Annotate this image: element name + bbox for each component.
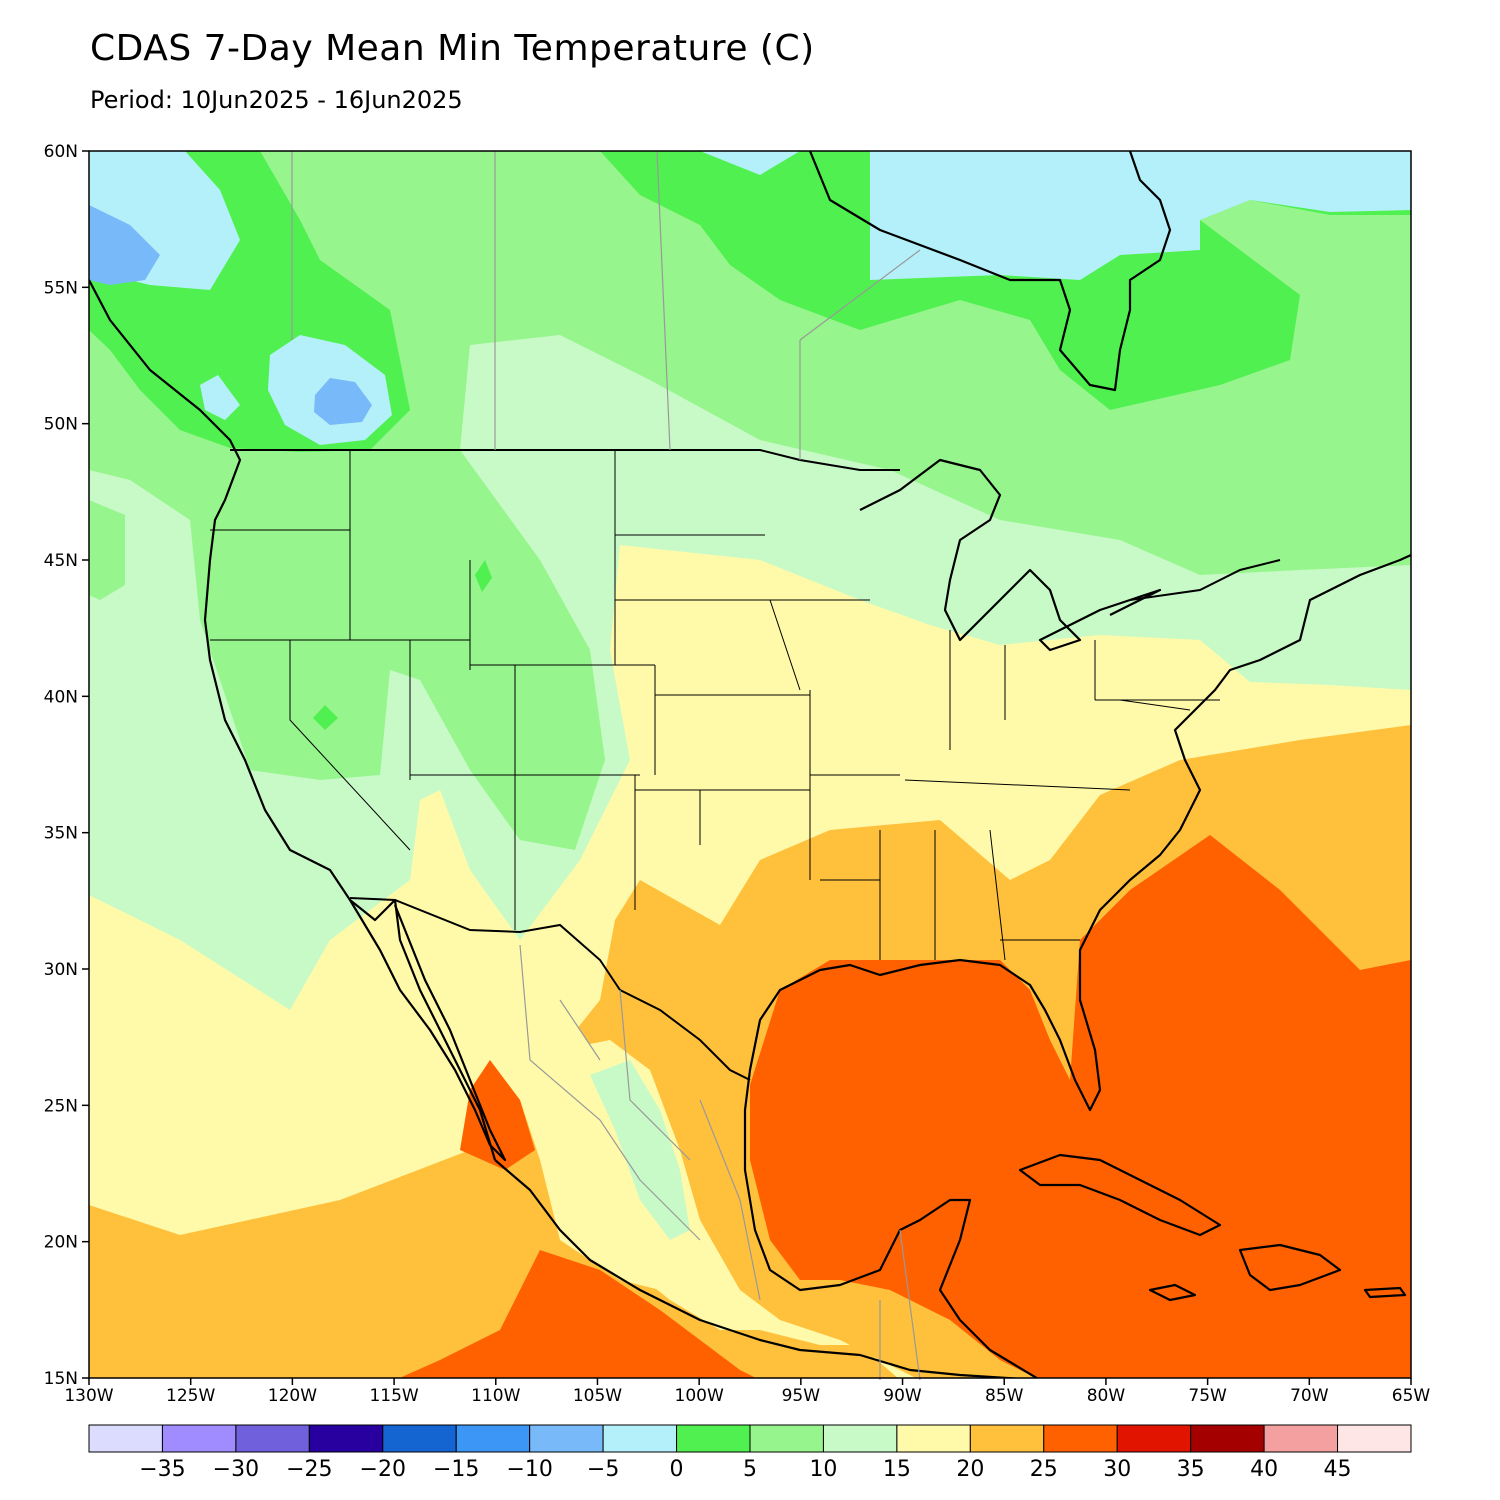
lon-tick-label: 100W bbox=[675, 1386, 724, 1406]
hudson-bay bbox=[808, 151, 1172, 392]
band-0-5-spot-2 bbox=[475, 560, 492, 592]
latitude-axis: 60N 55N 50N 45N 40N 35N 30N 25N 20N 15N bbox=[44, 142, 89, 1389]
band-25-30-west bbox=[399, 1250, 756, 1378]
band-neg10-neg5-bc bbox=[314, 378, 372, 425]
map-title: CDAS 7-Day Mean Min Temperature (C) bbox=[90, 28, 815, 69]
lat-tick-label: 30N bbox=[44, 960, 78, 980]
colorbar-swatch bbox=[161, 1424, 237, 1453]
band-10-15-mexico bbox=[590, 1060, 690, 1240]
temperature-fill bbox=[89, 151, 1411, 1378]
mexico-state-lines bbox=[519, 944, 921, 1381]
colorbar-label: 45 bbox=[1324, 1457, 1352, 1482]
state-line bbox=[210, 450, 1220, 961]
band-25-30-west-2 bbox=[460, 1060, 535, 1170]
band-neg5-0-coast bbox=[200, 375, 240, 420]
colorbar-swatch bbox=[676, 1424, 751, 1453]
cuba bbox=[1018, 1153, 1222, 1237]
colorbar-label: 35 bbox=[1177, 1457, 1205, 1482]
colorbar-label: 20 bbox=[956, 1457, 984, 1482]
band-0-5-spot-1 bbox=[313, 705, 338, 730]
colorbar-swatch bbox=[529, 1424, 604, 1453]
lon-tick-label: 120W bbox=[268, 1386, 317, 1406]
colorbar-swatch bbox=[969, 1424, 1045, 1453]
province-borders bbox=[291, 150, 921, 1381]
colorbar-swatch bbox=[822, 1424, 898, 1453]
colorbar-swatch bbox=[455, 1424, 531, 1453]
colorbar-label: −20 bbox=[360, 1457, 406, 1482]
colorbar-swatch bbox=[382, 1424, 457, 1453]
atlantic-coast bbox=[1173, 553, 1411, 811]
band-neg5-0-north-2 bbox=[700, 151, 800, 175]
baja-peninsula bbox=[349, 899, 507, 1162]
us-canada-border bbox=[230, 449, 900, 471]
lat-tick-label: 45N bbox=[44, 551, 78, 571]
gulf-coast bbox=[743, 809, 1191, 1378]
colorbar-swatch bbox=[1337, 1424, 1412, 1453]
colorbar-swatch bbox=[1190, 1424, 1265, 1453]
colorbar-label: 0 bbox=[670, 1457, 684, 1482]
puerto-rico bbox=[1363, 1286, 1407, 1299]
colorbar-label: 5 bbox=[743, 1457, 757, 1482]
longitude-axis: 130W 125W 120W 115W 110W 105W 100W 95W 90W 85W 80W… bbox=[64, 1378, 1430, 1406]
lon-tick-label: 85W bbox=[985, 1386, 1024, 1406]
colorbar-label: 30 bbox=[1103, 1457, 1131, 1482]
lat-tick-label: 25N bbox=[44, 1096, 78, 1116]
lon-tick-label: 115W bbox=[369, 1386, 418, 1406]
colorbar-label: −5 bbox=[587, 1457, 619, 1482]
us-canada-border-east bbox=[1129, 559, 1281, 601]
colorbar-swatch bbox=[749, 1424, 824, 1453]
colorbar-swatch bbox=[88, 1424, 163, 1453]
colorbar-label: 25 bbox=[1030, 1457, 1058, 1482]
colorbar-swatch bbox=[235, 1424, 310, 1453]
band-neg5-0-north bbox=[700, 151, 1411, 280]
pacific-coast bbox=[89, 279, 497, 1161]
lon-tick-label: 90W bbox=[883, 1386, 922, 1406]
colorbar-swatch bbox=[308, 1424, 384, 1453]
lon-tick-label: 65W bbox=[1392, 1386, 1431, 1406]
map-period: Period: 10Jun2025 - 16Jun2025 bbox=[90, 86, 463, 114]
national-borders bbox=[230, 449, 1281, 1081]
hispaniola bbox=[1238, 1243, 1342, 1292]
lat-tick-label: 50N bbox=[44, 415, 78, 435]
colorbar: −35 −30 −25 −20 −15 −10 −5 0 5 10 15 20 25 30 35 40 45 bbox=[88, 1424, 1412, 1482]
colorbar-label: −35 bbox=[139, 1457, 185, 1482]
state-borders bbox=[210, 450, 1220, 961]
lon-tick-label: 105W bbox=[573, 1386, 622, 1406]
great-lakes bbox=[859, 458, 1162, 652]
lat-tick-label: 20N bbox=[44, 1233, 78, 1253]
lon-tick-label: 80W bbox=[1087, 1386, 1126, 1406]
colorbar-label: −15 bbox=[433, 1457, 479, 1482]
colorbar-swatch bbox=[602, 1424, 678, 1453]
lat-tick-label: 60N bbox=[44, 142, 78, 162]
band-neg10-neg5-nw bbox=[89, 205, 160, 285]
lon-tick-label: 110W bbox=[471, 1386, 520, 1406]
lon-tick-label: 70W bbox=[1290, 1386, 1329, 1406]
colorbar-label: −30 bbox=[213, 1457, 259, 1482]
lon-tick-label: 125W bbox=[166, 1386, 215, 1406]
lat-tick-label: 35N bbox=[44, 824, 78, 844]
colorbar-label: 15 bbox=[883, 1457, 911, 1482]
province-line bbox=[291, 150, 921, 460]
colorbar-swatch bbox=[896, 1424, 971, 1453]
colorbar-swatch bbox=[1116, 1424, 1192, 1453]
band-5-10-west-blob bbox=[89, 500, 125, 600]
lon-tick-label: 95W bbox=[782, 1386, 821, 1406]
lat-tick-label: 55N bbox=[44, 278, 78, 298]
lon-tick-label: 130W bbox=[64, 1386, 113, 1406]
colorbar-swatch bbox=[1263, 1424, 1339, 1453]
lat-tick-label: 40N bbox=[44, 687, 78, 707]
colorbar-label: −25 bbox=[286, 1457, 332, 1482]
colorbar-swatch bbox=[1043, 1424, 1118, 1453]
plot-frame bbox=[88, 150, 1412, 1379]
us-mexico-border bbox=[349, 897, 751, 1081]
band-25-30-east bbox=[750, 835, 1411, 1378]
jamaica bbox=[1148, 1283, 1197, 1302]
coastlines bbox=[89, 151, 1411, 1378]
colorbar-label: 10 bbox=[809, 1457, 837, 1482]
lat-tick-label: 15N bbox=[44, 1369, 78, 1389]
colorbar-label: −10 bbox=[506, 1457, 552, 1482]
colorbar-label: 40 bbox=[1250, 1457, 1278, 1482]
lon-tick-label: 75W bbox=[1188, 1386, 1227, 1406]
